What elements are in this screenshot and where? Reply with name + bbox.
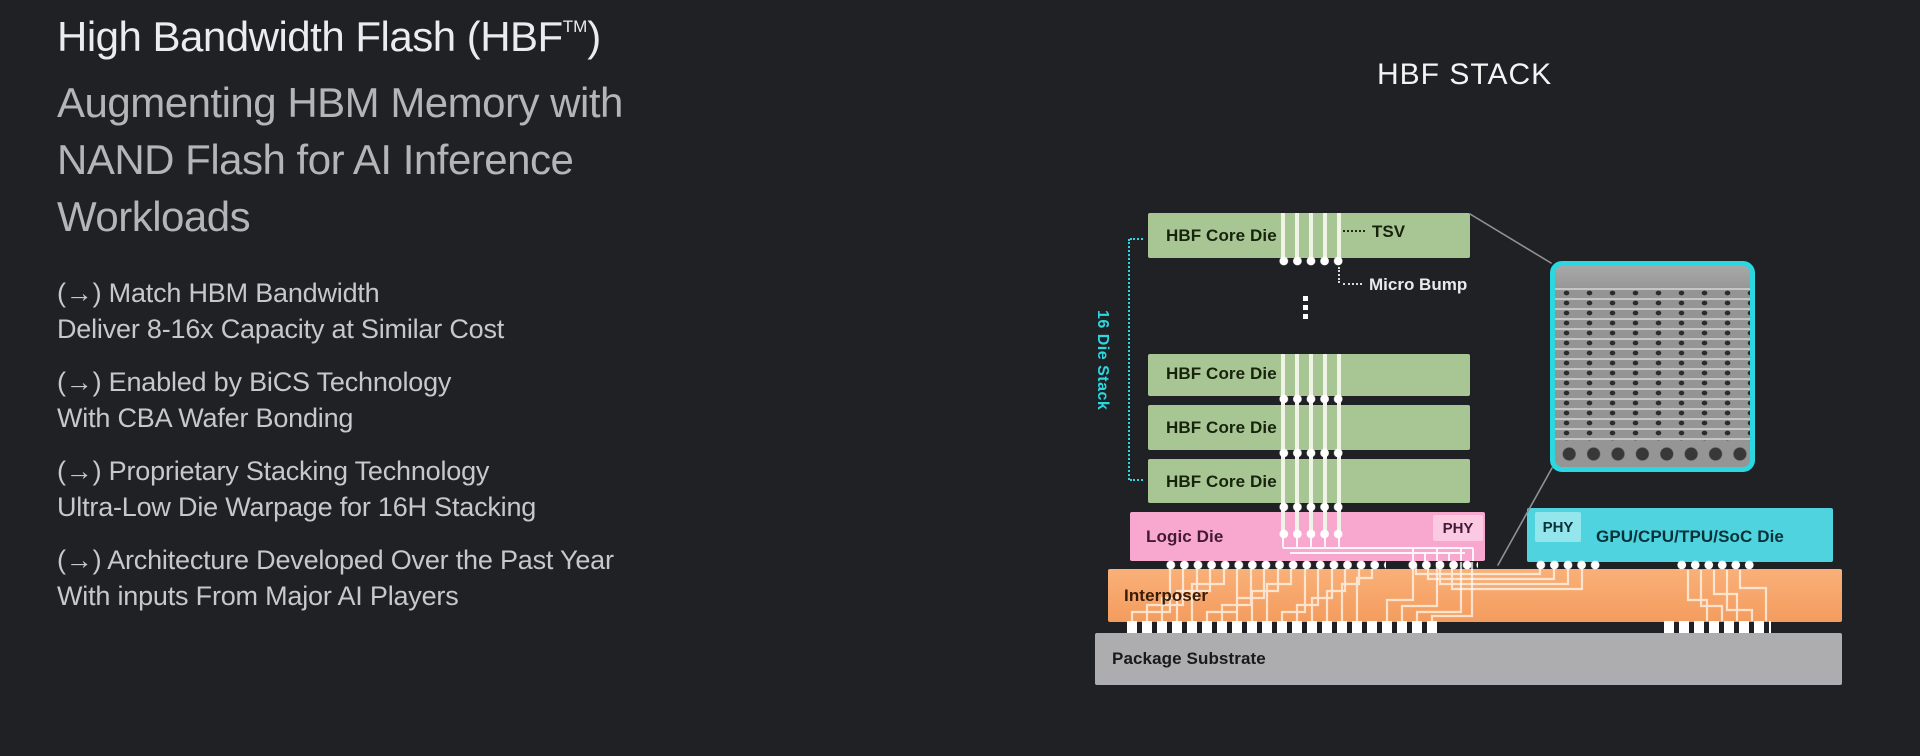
micro-bump-row: [1277, 529, 1345, 539]
micro-bump-row: [1534, 560, 1602, 570]
micro-bump-row: [1277, 448, 1345, 458]
micro-bump-row: [1277, 394, 1345, 404]
logic-phy-block: PHY: [1433, 515, 1483, 541]
bullet-line: With CBA Wafer Bonding: [57, 403, 354, 433]
bullet-line: (→) Enabled by BiCS Technology: [57, 367, 452, 397]
left-text-panel: High Bandwidth Flash (HBFTM) Augmenting …: [57, 8, 757, 631]
substrate-label: Package Substrate: [1112, 649, 1266, 668]
bullet-line: With inputs From Major AI Players: [57, 581, 459, 611]
soc-die-label: GPU/CPU/TPU/SoC Die: [1596, 527, 1784, 546]
title-line-2: Augmenting HBM Memory with: [57, 79, 623, 126]
tsv-leader-line: [1343, 230, 1365, 232]
inset-top-band: [1555, 266, 1750, 288]
bullet-line: (→) Architecture Developed Over the Past…: [57, 545, 614, 575]
die-stack-label: 16 Die Stack: [1094, 310, 1111, 411]
micro-bump-label: Micro Bump: [1369, 275, 1468, 294]
inset-contact-row: [1555, 441, 1750, 467]
bullet-item: (→) Architecture Developed Over the Past…: [57, 542, 757, 614]
micro-bump-leader-vertical: [1338, 267, 1340, 283]
diagram-title: HBF STACK: [1377, 58, 1553, 91]
core-die-label: HBF Core Die: [1166, 364, 1277, 383]
page-title: High Bandwidth Flash (HBFTM) Augmenting …: [57, 8, 757, 245]
tsv-label: TSV: [1372, 222, 1406, 241]
phy-label: PHY: [1442, 519, 1474, 537]
micro-bump-leader-horizontal: [1343, 283, 1362, 285]
bullet-line: Deliver 8-16x Capacity at Similar Cost: [57, 314, 505, 344]
die-stack-bracket-tick-bottom: [1130, 479, 1143, 481]
tsv-lines: [1281, 213, 1343, 258]
interposer-label: Interposer: [1124, 586, 1209, 605]
c4-pad-row: [1664, 621, 1771, 633]
interposer-block: [1108, 569, 1842, 622]
phy-label: PHY: [1542, 518, 1574, 536]
core-die-label: HBF Core Die: [1166, 472, 1277, 491]
die-stack-bracket-tick-top: [1130, 238, 1143, 240]
bullet-item: (→) Proprietary Stacking Technology Ultr…: [57, 453, 757, 525]
title-line-1: High Bandwidth Flash (HBFTM): [57, 13, 601, 60]
micro-bump-row: [1277, 502, 1345, 512]
bullet-line: (→) Proprietary Stacking Technology: [57, 456, 490, 486]
micro-bump-row: [1406, 560, 1478, 570]
soc-phy-block: PHY: [1535, 512, 1581, 542]
core-die-label: HBF Core Die: [1166, 418, 1277, 437]
stack-ellipsis: [1303, 296, 1308, 319]
core-die-label: HBF Core Die: [1166, 226, 1277, 245]
title-line-4: Workloads: [57, 193, 251, 240]
micro-bump-row: [1675, 560, 1756, 570]
nand-cross-section-inset: [1550, 261, 1755, 472]
inset-layer-stripes: [1555, 288, 1750, 441]
micro-bump-row: [1164, 560, 1386, 570]
title-line-3: NAND Flash for AI Inference: [57, 136, 574, 183]
bullet-list: (→) Match HBM Bandwidth Deliver 8-16x Ca…: [57, 275, 757, 614]
trademark-superscript: TM: [562, 17, 588, 36]
bullet-line: Ultra-Low Die Warpage for 16H Stacking: [57, 492, 537, 522]
die-stack-bracket: [1128, 239, 1130, 480]
bullet-line: (→) Match HBM Bandwidth: [57, 278, 380, 308]
bullet-item: (→) Enabled by BiCS Technology With CBA …: [57, 364, 757, 436]
c4-pad-row: [1127, 621, 1439, 633]
substrate-block: [1095, 633, 1842, 685]
micro-bump-row: [1277, 256, 1345, 266]
logic-die-label: Logic Die: [1146, 527, 1224, 546]
bullet-item: (→) Match HBM Bandwidth Deliver 8-16x Ca…: [57, 275, 757, 347]
